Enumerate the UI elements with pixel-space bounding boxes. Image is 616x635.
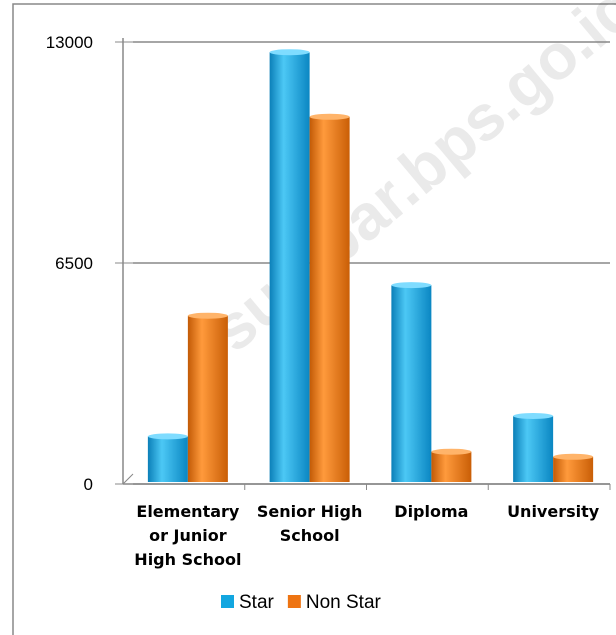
legend-label: Star [239, 592, 275, 613]
bar [147, 436, 188, 482]
bar [513, 416, 554, 482]
bar [187, 315, 228, 482]
legend-swatch [221, 595, 234, 608]
y-tick-label: 13000 [46, 33, 93, 52]
x-tick-label: Elementary or Junior High School [134, 502, 242, 569]
frame [12, 3, 616, 635]
bar [431, 451, 472, 482]
bar [309, 116, 350, 483]
bar-cap [269, 49, 310, 56]
bar [391, 285, 432, 482]
bar [553, 456, 594, 482]
x-tick-label: Diploma [394, 502, 469, 521]
bar-cap [309, 113, 350, 120]
bar-cap [147, 433, 188, 440]
bar-cap [187, 312, 228, 319]
x-tick-label: Senior High School [256, 502, 363, 545]
bar-cap [513, 413, 554, 419]
bar-cap [431, 448, 472, 455]
bar [269, 52, 310, 482]
legend-swatch [287, 595, 301, 608]
wall-edge [122, 473, 134, 485]
x-tick-label: University [507, 502, 600, 521]
y-tick-label: 0 [84, 475, 93, 494]
y-tick-label: 6500 [55, 254, 93, 273]
legend-label: Non Star [306, 592, 382, 613]
bar-cap [553, 453, 594, 460]
bar-cap [391, 282, 432, 289]
